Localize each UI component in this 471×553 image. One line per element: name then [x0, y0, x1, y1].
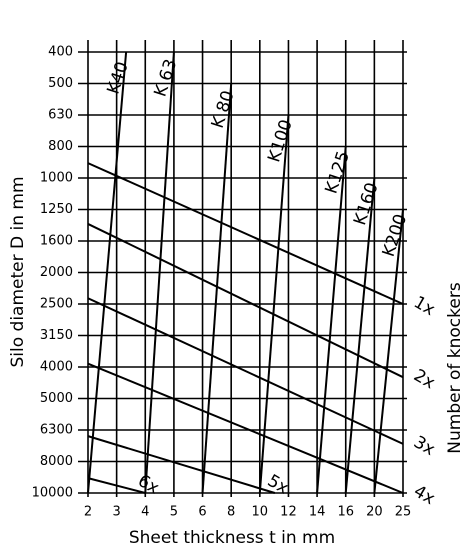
line-label: K100 — [264, 117, 296, 165]
x-tick-label: 4 — [141, 505, 149, 520]
thickness-line — [201, 83, 233, 494]
line-label: K160 — [350, 180, 382, 228]
line-label: 6x — [134, 471, 162, 499]
thickness-line — [344, 177, 376, 494]
x-tick-label: 2 — [84, 505, 92, 520]
x-tick-label: 12 — [280, 505, 297, 520]
y-axis-title: Silo diameter D in mm — [8, 176, 28, 367]
y-tick-label: 1600 — [40, 234, 73, 249]
line-label: K 63 — [150, 57, 181, 99]
knocker-line — [87, 435, 276, 494]
x-tick-label: 6 — [198, 505, 206, 520]
y-tick-label: 1000 — [40, 171, 73, 186]
line-label: K125 — [321, 149, 353, 197]
x-axis-title: Sheet thickness t in mm — [129, 528, 335, 548]
line-label: 1x — [410, 292, 438, 320]
line-label: 2x — [410, 366, 438, 394]
thickness-line — [144, 51, 175, 494]
line-label: 4x — [410, 481, 438, 509]
y-tick-label: 10000 — [32, 486, 73, 501]
x-tick-label: 16 — [337, 505, 354, 520]
knocker-line — [87, 162, 404, 305]
x-tick-label: 5 — [170, 505, 178, 520]
line-label: K200 — [379, 212, 411, 260]
knocker-line — [87, 477, 146, 494]
y-tick-label: 630 — [48, 108, 73, 123]
y2-axis-title: Number of knockers — [445, 282, 465, 454]
x-tick-label: 8 — [227, 505, 235, 520]
knocker-line — [87, 362, 404, 494]
x-tick-label: 10 — [252, 505, 269, 520]
y-tick-label: 400 — [48, 45, 73, 60]
knocker-line — [87, 297, 404, 445]
y-tick-label: 8000 — [40, 454, 73, 469]
thickness-line — [258, 114, 290, 494]
y-tick-label: 3150 — [40, 328, 73, 343]
line-label: K 80 — [208, 88, 239, 130]
y-tick-label: 4000 — [40, 360, 73, 375]
y-tick-label: 2500 — [40, 297, 73, 312]
x-tick-label: 14 — [309, 505, 326, 520]
thickness-line — [316, 146, 347, 494]
y-tick-label: 6300 — [40, 423, 73, 438]
y-tick-label: 500 — [48, 76, 73, 91]
x-tick-label: 3 — [112, 505, 120, 520]
thickness-line — [87, 51, 128, 494]
y-tick-label: 2000 — [40, 265, 73, 280]
line-label: K40 — [104, 59, 133, 96]
thickness-line — [373, 209, 404, 494]
x-tick-label: 20 — [366, 505, 383, 520]
y-tick-label: 800 — [48, 139, 73, 154]
y-tick-label: 5000 — [40, 391, 73, 406]
x-tick-label: 25 — [395, 505, 412, 520]
knocker-line — [87, 223, 404, 379]
line-label: 3x — [410, 432, 438, 460]
y-tick-label: 1250 — [40, 202, 73, 217]
